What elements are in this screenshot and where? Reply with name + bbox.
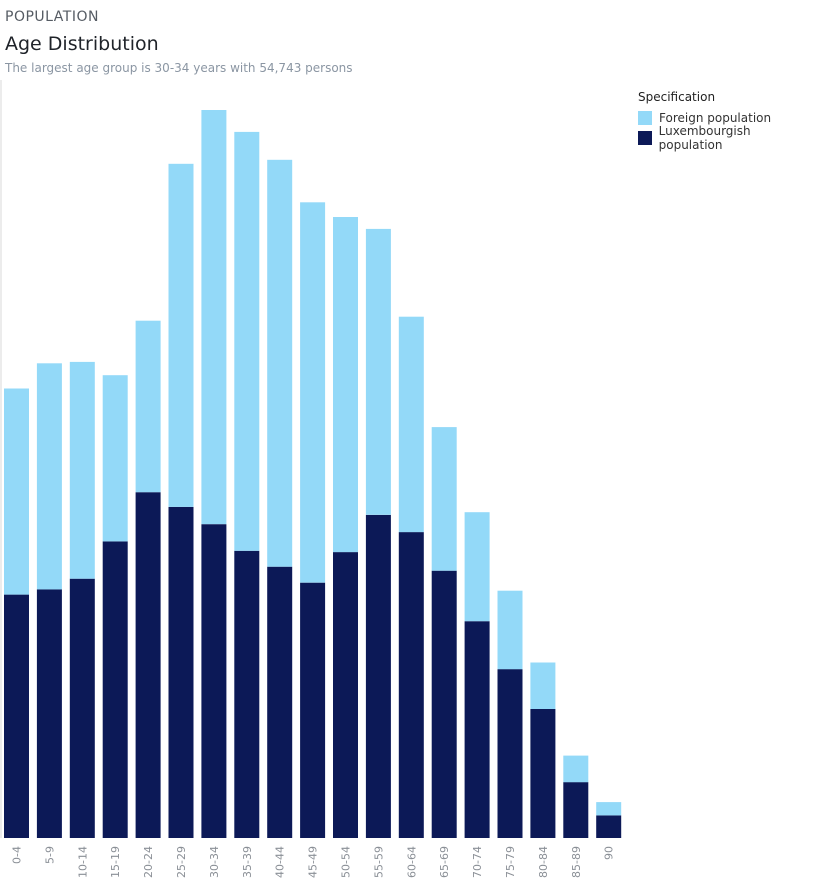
- bar-luxembourgish-15-19[interactable]: [102, 541, 128, 838]
- bar-luxembourgish-10-14[interactable]: [69, 578, 95, 838]
- bar-foreign-75-79[interactable]: [497, 590, 523, 670]
- bar-foreign-90[interactable]: [596, 802, 622, 816]
- x-tick-label: 90: [603, 846, 616, 860]
- bar-foreign-80-84[interactable]: [530, 662, 556, 710]
- legend-swatch-luxembourgish: [638, 131, 652, 145]
- x-tick-label: 45-49: [307, 846, 320, 878]
- bar-luxembourgish-20-24[interactable]: [135, 492, 161, 838]
- bar-luxembourgish-55-59[interactable]: [365, 514, 391, 838]
- bar-foreign-60-64[interactable]: [398, 316, 424, 533]
- x-tick-label: 80-84: [537, 846, 550, 878]
- bar-foreign-40-44[interactable]: [267, 159, 293, 567]
- bar-foreign-20-24[interactable]: [135, 320, 161, 493]
- x-tick-label: 25-29: [175, 846, 188, 878]
- x-tick-label: 30-34: [208, 846, 221, 878]
- bar-foreign-0-4[interactable]: [4, 388, 29, 595]
- bar-foreign-10-14[interactable]: [69, 361, 95, 579]
- x-tick-label: 35-39: [241, 846, 254, 878]
- bar-luxembourgish-75-79[interactable]: [497, 669, 523, 838]
- bar-luxembourgish-45-49[interactable]: [300, 582, 326, 838]
- x-tick-label: 60-64: [405, 846, 418, 878]
- legend-label-foreign: Foreign population: [659, 111, 772, 125]
- x-tick-label: 65-69: [438, 846, 451, 878]
- legend-label-luxembourgish: Luxembourgish population: [658, 124, 751, 152]
- x-tick-label: 75-79: [504, 846, 517, 878]
- x-tick-label: 70-74: [471, 846, 484, 878]
- x-tick-label: 0-4: [11, 846, 24, 864]
- bar-luxembourgish-85-89[interactable]: [563, 782, 589, 838]
- legend-swatch-foreign: [638, 111, 652, 125]
- bar-luxembourgish-5-9[interactable]: [36, 589, 62, 838]
- legend-title: Specification: [638, 90, 716, 104]
- header-kicker: POPULATION: [5, 9, 99, 25]
- legend-item-luxembourgish[interactable]: Luxembourgish population: [638, 124, 814, 152]
- bar-luxembourgish-25-29[interactable]: [168, 506, 194, 838]
- bar-foreign-5-9[interactable]: [36, 363, 62, 590]
- x-tick-label: 10-14: [76, 846, 89, 878]
- legend: Specification Foreign population Luxembo…: [638, 90, 814, 152]
- bar-luxembourgish-65-69[interactable]: [431, 570, 457, 838]
- bar-foreign-25-29[interactable]: [168, 163, 194, 507]
- x-tick-label: 50-54: [340, 846, 353, 878]
- bar-foreign-45-49[interactable]: [300, 202, 326, 583]
- x-tick-label: 40-44: [274, 846, 287, 878]
- bar-foreign-30-34[interactable]: [201, 110, 227, 525]
- bar-luxembourgish-50-54[interactable]: [333, 552, 358, 838]
- bar-foreign-15-19[interactable]: [102, 375, 128, 542]
- chart-title: Age Distribution: [5, 33, 159, 55]
- bar-luxembourgish-90[interactable]: [596, 815, 622, 838]
- bar-luxembourgish-60-64[interactable]: [398, 532, 424, 838]
- bar-foreign-35-39[interactable]: [234, 131, 260, 551]
- bar-luxembourgish-35-39[interactable]: [234, 550, 260, 838]
- chart-area: 0-4 5-9 10-14 15-19 20-24 25-29 30-34 35-39 40-4…: [0, 80, 814, 878]
- bar-luxembourgish-40-44[interactable]: [267, 566, 293, 838]
- bar-foreign-85-89[interactable]: [563, 755, 589, 783]
- bar-foreign-70-74[interactable]: [464, 512, 490, 622]
- bar-luxembourgish-70-74[interactable]: [464, 621, 490, 838]
- x-tick-label: 55-59: [372, 846, 385, 878]
- x-tick-label: 5-9: [43, 846, 56, 864]
- bar-foreign-65-69[interactable]: [431, 427, 457, 571]
- bar-luxembourgish-30-34[interactable]: [201, 524, 227, 838]
- x-tick-label: 15-19: [109, 846, 122, 878]
- bar-luxembourgish-0-4[interactable]: [4, 594, 29, 838]
- stacked-bar-chart: 0-4 5-9 10-14 15-19 20-24 25-29 30-34 35-39 40-4…: [0, 80, 622, 878]
- bar-foreign-55-59[interactable]: [365, 228, 391, 515]
- x-tick-label: 85-89: [570, 846, 583, 878]
- x-tick-label: 20-24: [142, 846, 155, 878]
- bar-foreign-50-54[interactable]: [333, 217, 358, 553]
- chart-subtitle: The largest age group is 30-34 years wit…: [5, 61, 353, 75]
- legend-item-foreign[interactable]: Foreign population: [638, 108, 814, 128]
- bar-luxembourgish-80-84[interactable]: [530, 709, 556, 838]
